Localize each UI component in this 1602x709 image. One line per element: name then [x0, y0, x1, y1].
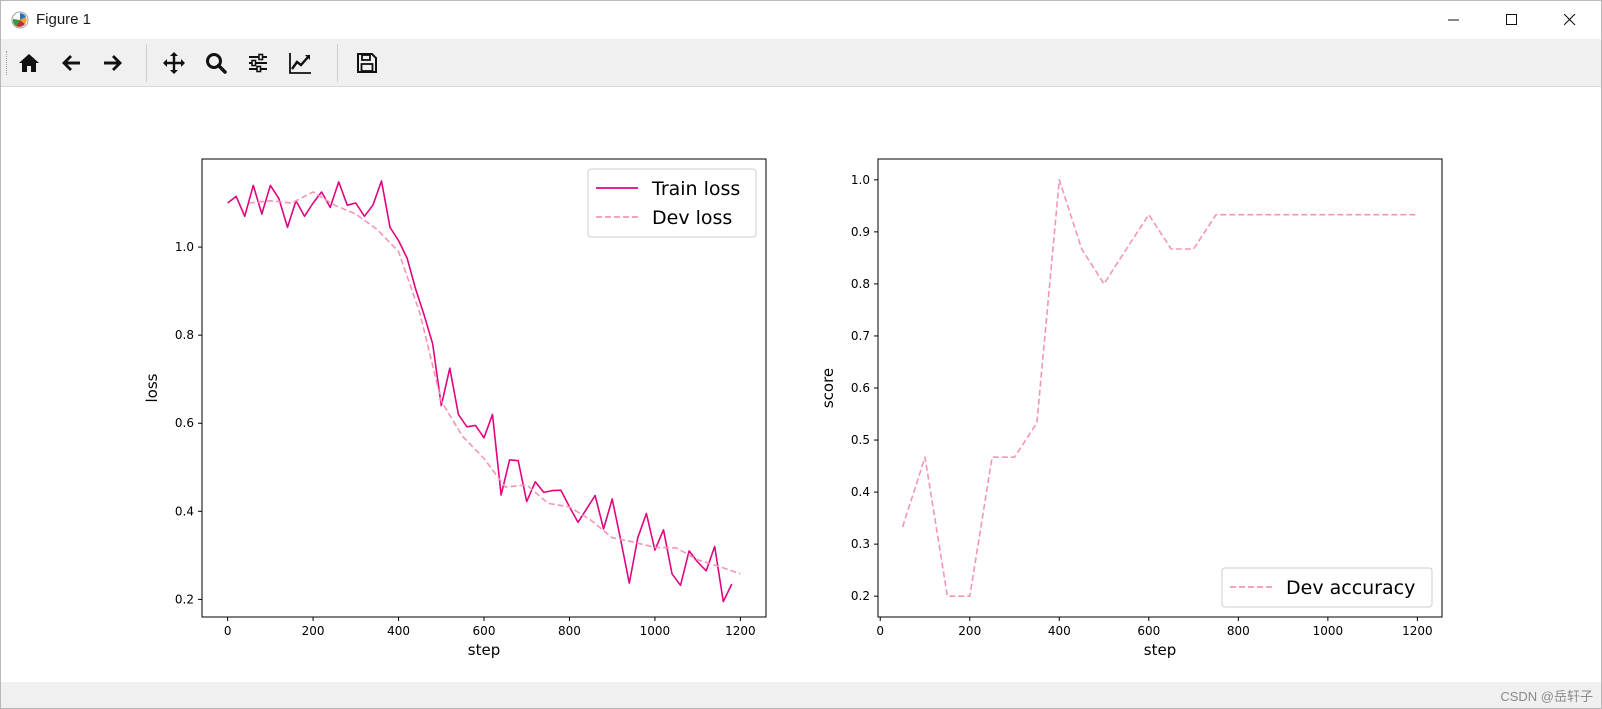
y-axis-label: loss: [143, 373, 161, 402]
forward-button[interactable]: [97, 47, 129, 79]
legend-label: Dev loss: [652, 207, 732, 229]
y-tick-label: 0.4: [851, 485, 870, 499]
chart-loss: 0 200 400 600 800 1000 1200 0.2 0.4 0.6 0.8 1.0 step…: [143, 158, 767, 659]
zoom-icon: [206, 53, 227, 74]
x-tick-label: 800: [1227, 624, 1250, 638]
figure-canvas[interactable]: 0 200 400 600 800 1000 1200 0.2 0.4 0.6 0.8 1.0 step…: [1, 87, 1601, 681]
legend-box: [587, 168, 757, 238]
x-axis-label: step: [468, 641, 500, 659]
title-bar: Figure 1: [1, 1, 1601, 39]
y-axis-label: score: [819, 368, 837, 408]
series-line-dev-loss: [248, 191, 741, 575]
y-tick-label: 0.9: [851, 225, 870, 239]
figure-svg[interactable]: 0 200 400 600 800 1000 1200 0.2 0.4 0.6 0.8 1.0 step…: [1, 87, 1601, 681]
configure-subplots-icon: [249, 53, 267, 73]
toolbar-separator: [337, 44, 338, 82]
y-tick-label: 0.8: [851, 277, 870, 291]
navigation-toolbar: [1, 39, 1601, 87]
legend: Dev accuracy: [1221, 567, 1433, 608]
pan-icon: [163, 52, 185, 74]
minimize-button[interactable]: [1425, 1, 1483, 39]
y-tick-label: 0.3: [851, 537, 870, 551]
legend-box: [1221, 567, 1433, 608]
x-tick-label: 200: [958, 624, 981, 638]
x-tick-label: 1000: [1313, 624, 1344, 638]
minimize-icon: [1448, 19, 1459, 21]
y-tick-label: 1.0: [175, 240, 194, 254]
x-tick-label: 200: [302, 624, 325, 638]
x-tick-label: 0: [876, 624, 884, 638]
legend-label: Dev accuracy: [1286, 577, 1415, 599]
matplotlib-app-icon: [11, 11, 29, 29]
x-tick-label: 800: [558, 624, 581, 638]
legend-label: Train loss: [651, 178, 740, 200]
y-tick-label: 0.2: [175, 592, 194, 606]
watermark-text: CSDN @岳轩子: [1500, 689, 1593, 704]
x-tick-label: 1000: [640, 624, 671, 638]
chart-score: 0 200 400 600 800 1000 1200 0.2 0.3 0.4 0.5 0.6 0.7 0…: [819, 158, 1443, 659]
y-tick-label: 0.6: [851, 381, 870, 395]
y-tick-label: 0.5: [851, 433, 870, 447]
maximize-button[interactable]: [1483, 1, 1541, 39]
y-tick-label: 0.8: [175, 328, 194, 342]
series-line-dev-accuracy: [901, 179, 1418, 598]
back-arrow-icon: [62, 55, 80, 71]
edit-axis-button[interactable]: [284, 47, 316, 79]
maximize-icon: [1506, 14, 1517, 25]
pan-button[interactable]: [158, 47, 190, 79]
zoom-button[interactable]: [200, 47, 232, 79]
x-tick-label: 0: [224, 624, 232, 638]
series-line-train-loss: [227, 180, 733, 603]
x-tick-label: 400: [387, 624, 410, 638]
x-tick-label: 1200: [725, 624, 756, 638]
x-tick-label: 600: [473, 624, 496, 638]
toolbar-separator: [146, 44, 147, 82]
home-button[interactable]: [13, 47, 45, 79]
y-tick-label: 0.2: [851, 589, 870, 603]
close-button[interactable]: [1541, 1, 1599, 39]
save-button[interactable]: [351, 47, 383, 79]
status-bar: CSDN @岳轩子: [1, 682, 1601, 708]
home-icon: [19, 54, 39, 72]
x-tick-label: 400: [1048, 624, 1071, 638]
y-tick-label: 0.7: [851, 329, 870, 343]
x-axis-label: step: [1144, 641, 1176, 659]
legend: Train loss Dev loss: [587, 168, 757, 238]
save-icon: [357, 53, 377, 73]
y-tick-label: 0.6: [175, 416, 194, 430]
toolbar-grip: [6, 51, 9, 75]
axes-frame: [877, 158, 1443, 618]
close-icon: [1564, 14, 1576, 26]
edit-axis-icon: [289, 53, 311, 74]
x-tick-label: 600: [1137, 624, 1160, 638]
forward-arrow-icon: [104, 55, 122, 71]
x-tick-label: 1200: [1402, 624, 1433, 638]
y-tick-label: 1.0: [851, 173, 870, 187]
back-button[interactable]: [55, 47, 87, 79]
window-title: Figure 1: [36, 11, 92, 28]
y-tick-label: 0.4: [175, 504, 194, 518]
configure-subplots-button[interactable]: [242, 47, 274, 79]
